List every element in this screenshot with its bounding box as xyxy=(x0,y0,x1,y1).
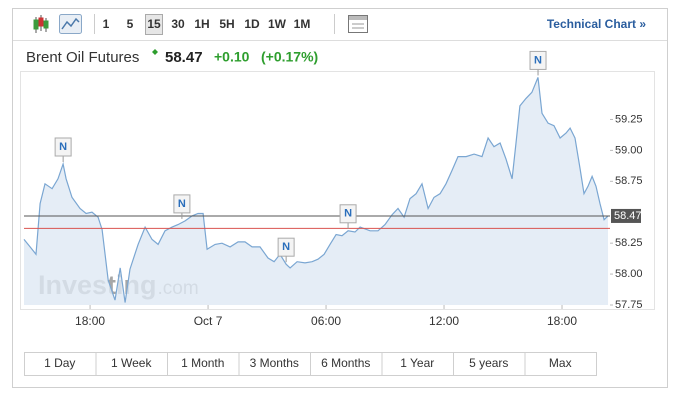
range-button-label[interactable]: 6 Months xyxy=(321,356,370,370)
interval-button[interactable]: 5 xyxy=(127,17,134,31)
y-tick-label: 59.00 xyxy=(615,144,643,156)
range-button-label[interactable]: 1 Year xyxy=(400,356,434,370)
news-marker[interactable] xyxy=(173,194,191,214)
interval-button[interactable]: 1M xyxy=(294,17,311,31)
y-tick-label: 57.75 xyxy=(615,299,643,311)
price-line xyxy=(23,77,609,303)
plot-frame xyxy=(20,71,655,310)
change: +0.10 xyxy=(214,49,250,65)
interval-button[interactable]: 5H xyxy=(219,17,234,31)
line-icon[interactable] xyxy=(59,14,82,34)
news-label[interactable]: N xyxy=(344,208,352,220)
price-area xyxy=(24,77,609,306)
x-tick-label: 18:00 xyxy=(75,314,105,328)
news-label[interactable]: N xyxy=(178,198,186,210)
price-tag-label: 58.47 xyxy=(614,210,642,222)
interval-selected xyxy=(145,14,163,35)
y-tick-label: 58.75 xyxy=(615,175,643,187)
x-tick-label: Oct 7 xyxy=(194,314,223,328)
range-button-label[interactable]: 3 Months xyxy=(250,356,299,370)
window-icon[interactable] xyxy=(348,15,368,33)
news-marker[interactable] xyxy=(529,50,547,70)
price-tag xyxy=(611,208,641,223)
range-button-label[interactable]: 1 Day xyxy=(44,356,75,370)
x-tick-label: 18:00 xyxy=(547,314,577,328)
up-arrow xyxy=(152,49,158,55)
instrument-title: Brent Oil Futures xyxy=(26,49,139,66)
range-button-label[interactable]: 1 Month xyxy=(181,356,224,370)
y-tick-label: 59.25 xyxy=(615,113,643,125)
range-button-label[interactable]: Max xyxy=(549,356,572,370)
news-label[interactable]: N xyxy=(59,141,67,153)
interval-button[interactable]: 30 xyxy=(171,17,185,31)
last-price: 58.47 xyxy=(165,49,203,66)
range-button-label[interactable]: 5 years xyxy=(469,356,508,370)
news-label[interactable]: N xyxy=(534,54,542,66)
range-button-label[interactable]: 1 Week xyxy=(111,356,152,370)
technical-chart-link[interactable]: Technical Chart » xyxy=(547,17,646,31)
interval-button[interactable]: 1 xyxy=(103,17,110,31)
range-button[interactable] xyxy=(524,352,597,376)
interval-button[interactable]: 1D xyxy=(244,17,260,31)
interval-button[interactable]: 1W xyxy=(268,17,287,31)
x-tick-label: 12:00 xyxy=(429,314,459,328)
news-marker[interactable] xyxy=(277,237,295,257)
y-tick-label: 58.00 xyxy=(615,268,643,280)
candle-icon[interactable] xyxy=(33,15,49,33)
interval-button[interactable]: 15 xyxy=(147,17,161,31)
x-tick-label: 06:00 xyxy=(311,314,341,328)
interval-button[interactable]: 1H xyxy=(194,17,209,31)
news-label[interactable]: N xyxy=(282,241,290,253)
change-percent: (+0.17%) xyxy=(261,49,318,65)
y-tick-label: 58.25 xyxy=(615,237,643,249)
news-marker[interactable] xyxy=(339,204,357,224)
news-marker[interactable] xyxy=(54,137,72,157)
